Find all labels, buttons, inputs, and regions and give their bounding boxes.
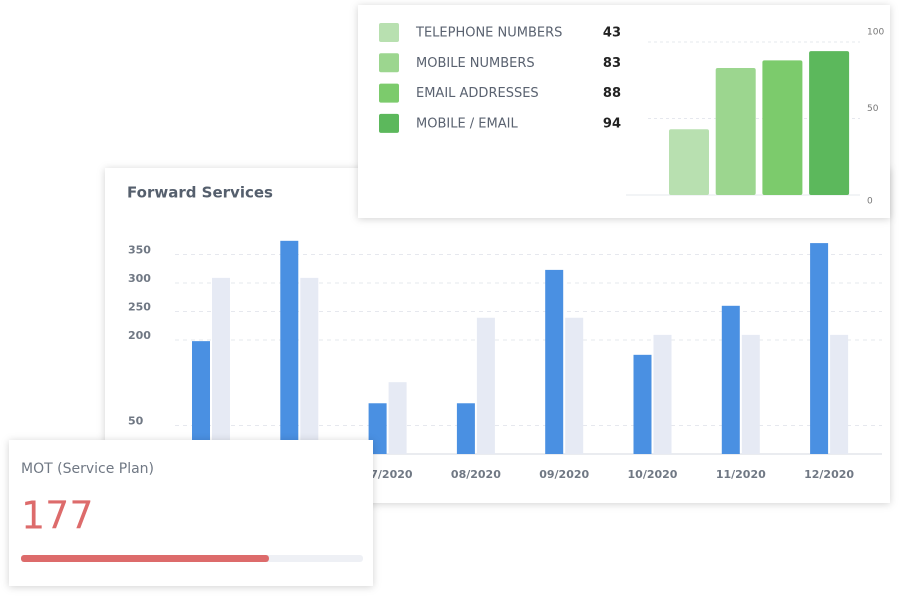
contacts-card: 0 50 100 TELEPHONE NUMBERS 43 MOBILE NUMBERS 8… xyxy=(358,5,890,218)
x-tick-label: 09/2020 xyxy=(539,468,589,481)
legend-swatch xyxy=(379,23,399,42)
bar xyxy=(456,403,475,454)
x-tick-label: 12/2020 xyxy=(804,468,854,481)
legend-label: TELEPHONE NUMBERS xyxy=(415,26,562,41)
bar xyxy=(368,403,387,454)
legend-value: 43 xyxy=(603,26,621,41)
y-tick-label: 350 xyxy=(128,244,151,257)
progress-fill xyxy=(21,555,269,562)
bar xyxy=(280,240,299,454)
card-title: MOT (Service Plan) xyxy=(21,461,154,477)
bar xyxy=(565,317,584,454)
bar xyxy=(830,334,849,454)
bar xyxy=(762,60,803,195)
bar xyxy=(715,68,756,195)
y-tick-label: 250 xyxy=(128,301,151,314)
bar xyxy=(653,334,672,454)
bar xyxy=(741,334,760,454)
y-tick-label: 50 xyxy=(128,415,144,428)
y-tick-label: 50 xyxy=(867,104,879,114)
bar xyxy=(809,51,850,196)
bar xyxy=(476,317,495,454)
bar xyxy=(192,341,210,454)
legend-swatch xyxy=(379,83,399,103)
legend-value: 94 xyxy=(603,116,621,131)
y-tick-label: 300 xyxy=(128,272,151,285)
y-tick-label: 100 xyxy=(867,28,884,38)
mot-card: MOT (Service Plan) 177 xyxy=(9,440,373,586)
card-value: 177 xyxy=(21,494,94,538)
bar xyxy=(388,382,407,454)
bar xyxy=(300,277,319,454)
legend-value: 88 xyxy=(603,86,621,101)
legend-value: 83 xyxy=(603,56,621,71)
y-tick-label: 0 xyxy=(867,197,873,207)
bar xyxy=(669,129,709,195)
x-tick-label: 10/2020 xyxy=(628,468,678,481)
y-tick-label: 200 xyxy=(128,329,151,342)
bar xyxy=(810,243,829,454)
chart-title: Forward Services xyxy=(127,184,273,202)
legend-swatch xyxy=(379,113,399,133)
legend-label: MOBILE NUMBERS xyxy=(416,56,535,71)
legend-label: EMAIL ADDRESSES xyxy=(416,86,539,101)
bar xyxy=(721,305,740,454)
x-tick-label: 07/2020 xyxy=(363,468,413,481)
bar xyxy=(633,354,652,454)
bar xyxy=(212,277,230,454)
x-tick-label: 11/2020 xyxy=(716,468,766,481)
legend-label: MOBILE / EMAIL xyxy=(416,116,518,131)
bar xyxy=(545,269,564,454)
legend-swatch xyxy=(379,53,399,73)
x-tick-label: 08/2020 xyxy=(451,468,501,481)
